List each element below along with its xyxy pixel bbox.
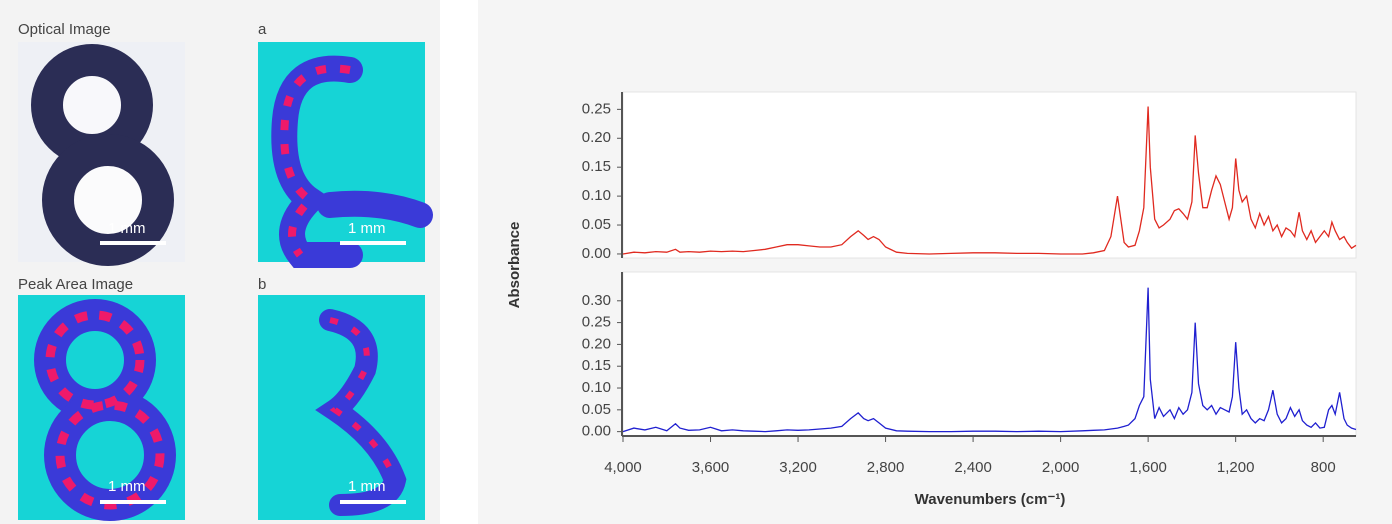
spectrum-line <box>622 106 1357 255</box>
x-tick-label: 2,800 <box>867 459 905 476</box>
y-tick-label: 0.15 <box>582 158 611 175</box>
x-tick-label: 3,200 <box>779 459 817 476</box>
plot-frame <box>622 91 1357 259</box>
scale-label: 1 mm <box>108 478 146 495</box>
x-tick-label: 2,400 <box>954 459 992 476</box>
scale-label: 1 mm <box>348 220 386 237</box>
panel-title: b <box>258 276 266 293</box>
panel-title: Optical Image <box>18 21 111 38</box>
y-tick-label: 0.00 <box>582 423 611 440</box>
y-axis-label: Absorbance <box>506 222 523 309</box>
panel-title: Peak Area Image <box>18 276 133 293</box>
x-tick-label: 800 <box>1311 459 1336 476</box>
scale-label: 1 mm <box>348 478 386 495</box>
y-tick-label: 0.15 <box>582 357 611 374</box>
x-tick-label: 4,000 <box>604 459 642 476</box>
spectrum-line <box>622 287 1357 433</box>
y-tick-label: 0.25 <box>582 314 611 331</box>
chart-panel-bg <box>478 0 1392 524</box>
map-image <box>18 295 185 521</box>
y-tick-label: 0.05 <box>582 216 611 233</box>
plot-frame <box>622 271 1357 437</box>
y-tick-label: 0.30 <box>582 292 611 309</box>
y-tick-label: 0.10 <box>582 379 611 396</box>
optical-image <box>18 42 185 266</box>
y-tick-label: 0.20 <box>582 129 611 146</box>
panel-title: a <box>258 21 267 38</box>
x-tick-label: 1,600 <box>1129 459 1167 476</box>
y-tick-label: 0.25 <box>582 100 611 117</box>
map-image <box>258 42 433 268</box>
y-tick-label: 0.05 <box>582 401 611 418</box>
x-tick-label: 3,600 <box>692 459 730 476</box>
scale-label: 1 mm <box>108 220 146 237</box>
x-axis-label: Wavenumbers (cm⁻¹) <box>915 491 1066 508</box>
map-image <box>258 295 425 520</box>
x-tick-label: 2,000 <box>1042 459 1080 476</box>
y-tick-label: 0.20 <box>582 335 611 352</box>
y-tick-label: 0.00 <box>582 245 611 262</box>
y-tick-label: 0.10 <box>582 187 611 204</box>
x-tick-label: 1,200 <box>1217 459 1255 476</box>
